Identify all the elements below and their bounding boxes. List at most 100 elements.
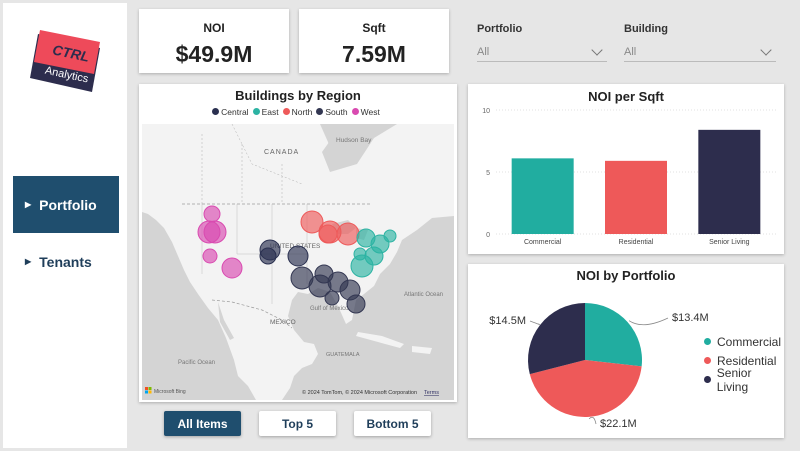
microsoft-logo-icon (145, 387, 148, 390)
kpi-label: Sqft (362, 21, 386, 35)
legend-item-central[interactable]: Central (212, 106, 249, 118)
legend-dot-icon (316, 108, 324, 115)
legend-dot-icon (704, 338, 711, 345)
map-bubble-north[interactable] (336, 222, 360, 246)
pie-data-label: $13.4M (672, 312, 709, 324)
pie-leader-line (588, 416, 597, 425)
kpi-label: NOI (203, 21, 225, 35)
map-title: Buildings by Region (235, 88, 361, 103)
legend-dot-icon (212, 108, 220, 115)
legend-dot-icon (351, 108, 359, 115)
legend-item-east[interactable]: East (252, 106, 279, 118)
legend-dot-icon (704, 357, 711, 364)
map-label-pacific: Pacific Ocean (178, 360, 215, 366)
x-tick-label: Senior Living (709, 239, 750, 246)
map-bubble-south[interactable] (346, 294, 366, 314)
pie-leader-line (529, 320, 540, 325)
pie-legend-item-residential[interactable]: Residential (704, 351, 784, 370)
map-label-atlantic: Atlantic Ocean (404, 292, 443, 298)
slicer-value: All (477, 46, 490, 58)
legend-label: East (261, 106, 279, 117)
legend-label: Commercial (717, 334, 782, 349)
slicer-label: Building (624, 23, 668, 35)
map-bubble-west[interactable] (221, 257, 243, 279)
pie-slice-residential[interactable] (529, 360, 642, 417)
ctrl-analytics-logo: CTRL Analytics (26, 26, 108, 96)
map-card: Buildings by Region Central East North Sout… (139, 84, 457, 402)
bar-chart-title: NOI per Sqft (588, 89, 664, 104)
chevron-down-icon (591, 44, 603, 56)
legend-label: Residential (717, 353, 777, 368)
x-tick-label: Commercial (524, 239, 562, 246)
map-bubble-west[interactable] (202, 248, 218, 264)
nav-label: Tenants (39, 253, 92, 270)
caret-right-icon: ▶ (25, 257, 32, 266)
bar-senior-living[interactable] (698, 129, 761, 234)
pie-leader-line (628, 317, 669, 326)
bar-residential[interactable] (605, 160, 667, 234)
map-bubble-west[interactable] (203, 220, 227, 244)
legend-item-west[interactable]: West (351, 106, 380, 118)
map-label-gulf: Gulf of Mexico (310, 306, 349, 312)
legend-label: Senior Living (716, 365, 752, 394)
legend-dot-icon (252, 108, 260, 115)
pie-chart: $13.4M $22.1M $14.5M (489, 303, 709, 430)
nav-label: Portfolio (39, 196, 97, 213)
map-terms-link[interactable]: Terms (424, 390, 439, 396)
pie-slice-commercial[interactable] (585, 303, 642, 367)
map-bubble-central[interactable] (287, 245, 309, 267)
bar-chart: 10 5 0 Commercial Residential Senior Living (482, 108, 776, 246)
map-bubble-west[interactable] (203, 205, 221, 223)
pie-data-label: $14.5M (489, 315, 526, 327)
kpi-value: 7.59M (342, 41, 406, 67)
building-slicer: Building All (624, 23, 776, 62)
pie-data-label: $22.1M (600, 418, 637, 430)
legend-label: West (360, 106, 380, 117)
legend-label: South (325, 106, 348, 117)
kpi-value: $49.9M (175, 41, 253, 67)
map-area[interactable]: Hudson Bay CANADA UNITED STATES MEXICO G… (142, 124, 454, 400)
noi-per-sqft-card: NOI per Sqft 10 5 0 Commercial Residential Se… (468, 84, 784, 254)
top-5-button[interactable]: Top 5 (259, 411, 336, 436)
map-label-mexico: MEXICO (270, 319, 296, 326)
slicer-label: Portfolio (477, 23, 523, 35)
legend-dot-icon (704, 376, 711, 383)
nav-item-portfolio[interactable]: ▶ Portfolio (13, 176, 119, 233)
building-dropdown[interactable]: All (624, 43, 776, 62)
x-tick-label: Residential (619, 239, 654, 246)
kpi-card-noi: NOI $49.9M (139, 9, 289, 73)
map-label-hudson-bay: Hudson Bay (336, 137, 372, 144)
map-label-guatemala: GUATEMALA (326, 352, 360, 358)
pie-legend: Commercial Residential Senior Living (704, 332, 784, 394)
legend-label: North (291, 106, 313, 117)
map-bubble-south[interactable] (324, 290, 340, 306)
legend-dot-icon (282, 108, 290, 115)
legend-label: Central (221, 106, 249, 117)
map-attribution: © 2024 TomTom, © 2024 Microsoft Corporat… (302, 389, 417, 396)
nav-item-tenants[interactable]: ▶ Tenants (13, 233, 119, 290)
slicer-value: All (624, 46, 637, 58)
portfolio-dropdown[interactable]: All (477, 43, 607, 62)
chevron-down-icon (760, 44, 772, 56)
map-label-canada: CANADA (264, 149, 299, 156)
bing-label: Microsoft Bing (154, 389, 186, 395)
y-tick-label: 10 (482, 108, 490, 115)
legend-item-south[interactable]: South (316, 106, 348, 118)
legend-item-north[interactable]: North (282, 106, 313, 118)
map-bubble-east[interactable] (353, 247, 367, 261)
y-tick-label: 0 (486, 232, 490, 239)
pie-legend-item-commercial[interactable]: Commercial (704, 332, 784, 351)
pie-legend-item-senior-living[interactable]: Senior Living (704, 366, 784, 394)
svg-text:CTRL: CTRL (51, 41, 91, 64)
bottom-5-button[interactable]: Bottom 5 (354, 411, 431, 436)
bar-commercial[interactable] (511, 158, 574, 234)
map-bubble-north[interactable] (318, 224, 338, 244)
map-bubble-north[interactable] (300, 210, 324, 234)
noi-by-portfolio-card: NOI by Portfolio $13.4M $22.1M $14.5M Comm… (468, 264, 784, 438)
pie-chart-title: NOI by Portfolio (576, 268, 676, 283)
portfolio-slicer: Portfolio All (477, 23, 607, 62)
pie-slice-senior-living[interactable] (528, 303, 585, 375)
map-bubble-central[interactable] (259, 247, 277, 265)
map-bubble-east[interactable] (383, 229, 397, 243)
all-items-button[interactable]: All Items (164, 411, 241, 436)
